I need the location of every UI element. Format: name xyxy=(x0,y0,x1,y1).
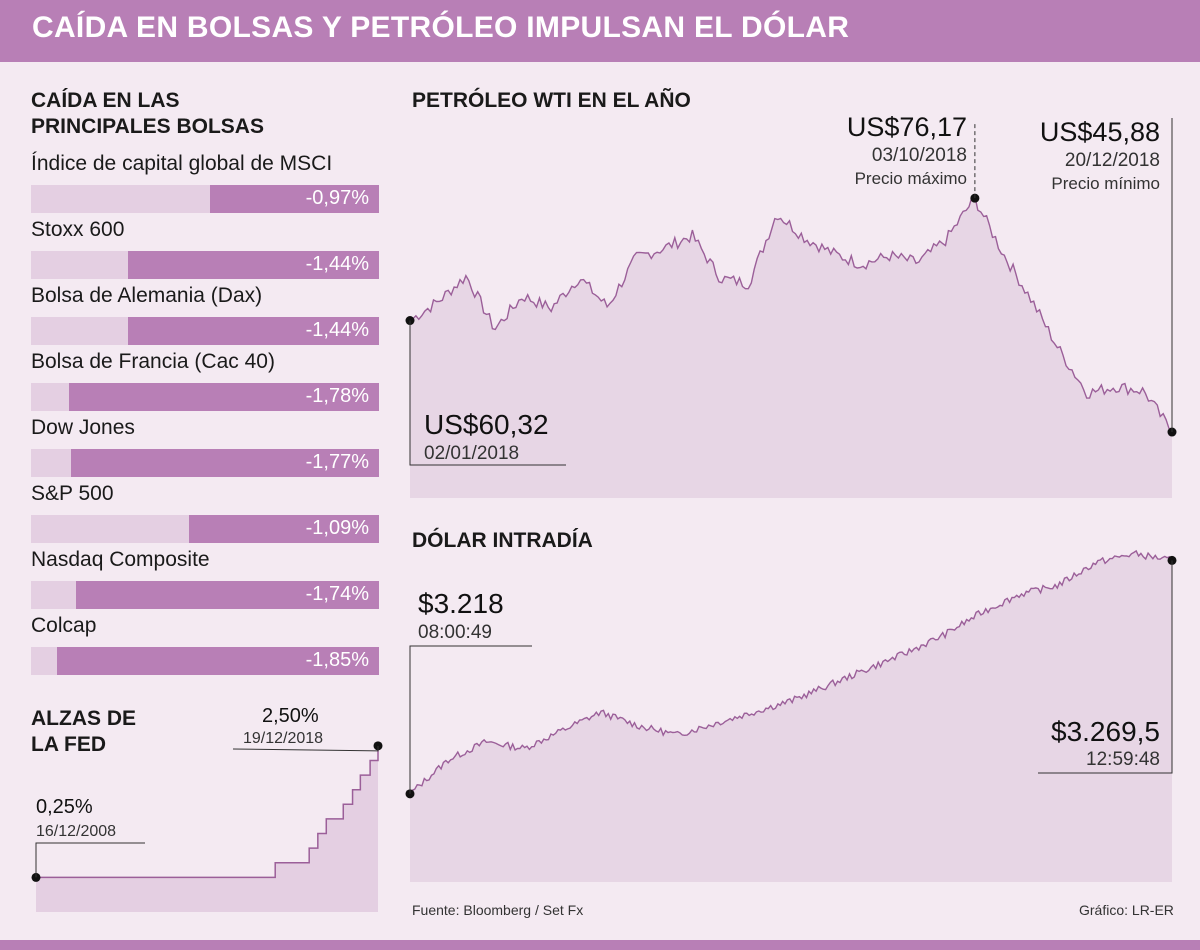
wti-max-value: US$76,17 xyxy=(847,112,967,142)
stock-bars-title-line-1: CAÍDA EN LAS PRINCIPALES BOLSAS xyxy=(31,89,264,138)
wti-start-date: 02/01/2018 xyxy=(424,443,519,464)
bar-value-label: -1,85% xyxy=(305,649,369,671)
wti-min-date: 20/12/2018 xyxy=(1065,150,1160,171)
page-title: CAÍDA EN BOLSAS Y PETRÓLEO IMPULSAN EL D… xyxy=(32,11,850,44)
fed-start-date: 16/12/2008 xyxy=(36,823,116,840)
fed-end-leader xyxy=(232,745,379,752)
bar-category-label: Colcap xyxy=(31,614,97,637)
bar-value-label: -1,44% xyxy=(305,253,369,275)
bar-category-label: Stoxx 600 xyxy=(31,218,125,241)
bar-value-label: -0,97% xyxy=(305,187,369,209)
bar-track: -1,44% xyxy=(31,317,379,345)
fed-end-value: 2,50% xyxy=(262,705,319,727)
fed-rate-line xyxy=(36,745,379,879)
bar-category-label: Dow Jones xyxy=(31,416,135,439)
bar-value-label: -1,74% xyxy=(305,583,369,605)
bar-fill xyxy=(128,251,379,279)
bar-fill xyxy=(69,383,379,411)
fed-title-line-2: LA FED xyxy=(31,733,107,756)
bar-track: -0,97% xyxy=(31,185,379,213)
bar-category-label: Bolsa de Alemania (Dax) xyxy=(31,284,263,307)
fed-title-line-1: ALZAS DE xyxy=(31,707,136,730)
wti-max-leader xyxy=(974,122,976,199)
bar-value-label: -1,78% xyxy=(305,385,369,407)
dollar-end-time: 12:59:48 xyxy=(1086,749,1160,770)
fed-end-date: 19/12/2018 xyxy=(243,730,323,747)
wti-max-date: 03/10/2018 xyxy=(872,145,967,166)
dollar-start-leader xyxy=(409,645,532,794)
wti-start-leader xyxy=(409,320,566,466)
bar-track: -1,85% xyxy=(31,647,379,675)
wti-area xyxy=(410,196,1172,498)
bar-category-label: Nasdaq Composite xyxy=(31,548,210,571)
bar-category-label: Índice de capital global de MSCI xyxy=(31,152,333,175)
dollar-end-value: $3.269,5 xyxy=(1051,716,1160,747)
bar-fill xyxy=(76,581,379,609)
bar-track: -1,74% xyxy=(31,581,379,609)
header-banner: CAÍDA EN BOLSAS Y PETRÓLEO IMPULSAN EL D… xyxy=(0,0,1200,62)
bar-track: -1,09% xyxy=(31,515,379,543)
dollar-start-time: 08:00:49 xyxy=(418,622,492,643)
wti-price-line xyxy=(409,195,1173,433)
dollar-price-line xyxy=(409,549,1173,795)
bar-category-label: Bolsa de Francia (Cac 40) xyxy=(31,350,275,373)
dollar-title: DÓLAR INTRADÍA xyxy=(412,529,593,552)
wti-min-note: Precio mínimo xyxy=(1051,174,1160,193)
dollar-start-value: $3.218 xyxy=(418,588,504,619)
credit-note: Gráfico: LR-ER xyxy=(1079,902,1174,918)
bar-track: -1,44% xyxy=(31,251,379,279)
footer-rule xyxy=(0,940,1200,950)
bar-fill xyxy=(210,185,379,213)
bar-value-label: -1,77% xyxy=(305,451,369,473)
wti-min-value: US$45,88 xyxy=(1040,117,1160,147)
wti-title: PETRÓLEO WTI EN EL AÑO xyxy=(412,89,691,112)
bar-category-label: S&P 500 xyxy=(31,482,114,505)
dollar-end-leader xyxy=(1038,560,1173,774)
wti-start-value: US$60,32 xyxy=(424,409,549,440)
bar-track: -1,77% xyxy=(31,449,379,477)
fed-area xyxy=(36,745,378,912)
dollar-area xyxy=(410,550,1172,882)
bar-fill xyxy=(189,515,379,543)
bar-fill xyxy=(57,647,379,675)
bar-value-label: -1,09% xyxy=(305,517,369,539)
bar-value-label: -1,44% xyxy=(305,319,369,341)
fed-start-leader xyxy=(35,842,145,878)
bar-track: -1,78% xyxy=(31,383,379,411)
fed-start-value: 0,25% xyxy=(36,796,93,818)
wti-max-note: Precio máximo xyxy=(855,169,967,188)
bar-fill xyxy=(128,317,379,345)
bar-fill xyxy=(71,449,379,477)
source-note: Fuente: Bloomberg / Set Fx xyxy=(412,902,584,918)
